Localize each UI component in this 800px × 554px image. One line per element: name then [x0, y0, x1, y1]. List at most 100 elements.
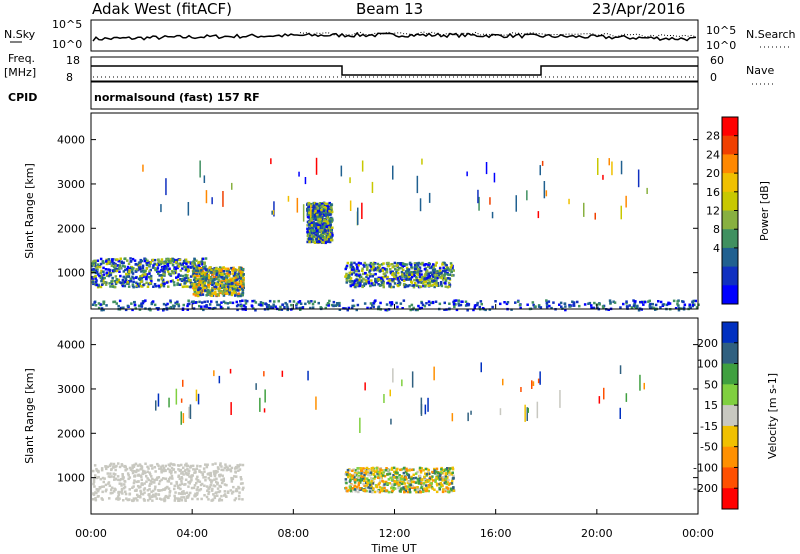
- scatter-cell: [392, 368, 394, 383]
- scatter-cell: [372, 305, 375, 309]
- scatter-cell: [393, 261, 397, 265]
- scatter-cell: [101, 274, 104, 277]
- scatter-cell: [169, 299, 172, 302]
- scatter-cell: [196, 475, 199, 479]
- scatter-cell: [429, 271, 433, 274]
- scatter-cell: [242, 277, 245, 280]
- scatter-cell: [193, 494, 196, 497]
- scatter-cell: [355, 472, 359, 475]
- scatter-cell: [94, 498, 98, 502]
- scatter-cell: [524, 404, 526, 422]
- scatter-cell: [420, 484, 424, 488]
- scatter-cell: [308, 234, 311, 237]
- scatter-cell: [94, 269, 97, 272]
- scatter-cell: [428, 281, 431, 285]
- scatter-cell: [95, 476, 99, 479]
- scatter-cell: [306, 220, 310, 224]
- scatter-cell: [376, 470, 380, 474]
- scatter-cell: [424, 404, 427, 415]
- scatter-cell: [180, 398, 183, 403]
- scatter-cell: [124, 490, 127, 493]
- scatter-cell: [189, 465, 192, 469]
- scatter-cell: [201, 277, 204, 281]
- scatter-cell: [423, 304, 427, 308]
- scatter-cell: [391, 265, 394, 269]
- scatter-cell: [307, 203, 310, 206]
- scatter-cell: [225, 269, 228, 272]
- scatter-cell: [295, 302, 299, 306]
- scatter-cell: [230, 466, 234, 470]
- scatter-cell: [117, 462, 120, 465]
- scatter-cell: [238, 276, 241, 280]
- scatter-cell: [390, 418, 392, 425]
- scatter-cell: [221, 266, 225, 270]
- colorbar-swatch: [722, 210, 738, 230]
- scatter-cell: [311, 210, 314, 214]
- scatter-cell: [558, 303, 561, 306]
- scatter-cell: [216, 494, 219, 497]
- scatter-cell: [210, 278, 214, 281]
- scatter-cell: [316, 206, 320, 210]
- scatter-cell: [545, 299, 548, 302]
- scatter-cell: [103, 281, 106, 284]
- scatter-cell: [207, 283, 210, 287]
- scatter-cell: [654, 308, 657, 311]
- scatter-cell: [338, 304, 341, 307]
- scatter-cell: [197, 393, 200, 405]
- scatter-cell: [418, 285, 422, 288]
- scatter-cell: [211, 287, 214, 290]
- scatter-cell: [232, 267, 235, 271]
- scatter-cell: [438, 272, 441, 276]
- scatter-cell: [151, 300, 155, 303]
- scatter-cell: [418, 266, 422, 269]
- scatter-cell: [243, 304, 246, 307]
- scatter-cell: [131, 471, 135, 475]
- scatter-cell: [220, 465, 223, 468]
- scatter-cell: [326, 213, 329, 217]
- scatter-cell: [319, 237, 322, 240]
- scatter-cell: [310, 233, 314, 236]
- scatter-cell: [401, 379, 403, 387]
- scatter-cell: [364, 271, 367, 275]
- scatter-cell: [180, 463, 183, 467]
- scatter-cell: [142, 283, 145, 287]
- scatter-cell: [353, 261, 356, 265]
- scatter-cell: [186, 473, 190, 477]
- scatter-cell: [313, 300, 316, 303]
- scatter-cell: [175, 302, 179, 306]
- scatter-cell: [166, 496, 170, 500]
- scatter-cell: [393, 275, 396, 279]
- scatter-cell: [382, 474, 385, 477]
- scatter-cell: [423, 278, 426, 281]
- scatter-cell: [168, 491, 171, 494]
- scatter-cell: [491, 305, 494, 309]
- scatter-cell: [373, 262, 376, 266]
- scatter-cell: [136, 493, 139, 497]
- scatter-cell: [191, 497, 194, 501]
- scatter-cell: [183, 492, 186, 495]
- scatter-cell: [431, 301, 435, 305]
- scatter-cell: [150, 279, 153, 283]
- scatter-cell: [317, 301, 320, 305]
- scatter-cell: [493, 172, 496, 183]
- colorbar-swatch: [722, 173, 738, 193]
- scatter-cell: [310, 229, 313, 232]
- scatter-cell: [369, 477, 373, 480]
- scatter-cell: [452, 474, 455, 478]
- scatter-cell: [345, 272, 348, 276]
- date-title: 23/Apr/2016: [592, 0, 685, 18]
- scatter-cell: [360, 472, 363, 475]
- scatter-cell: [175, 480, 178, 484]
- scatter-cell: [251, 299, 254, 303]
- scatter-cell: [323, 222, 326, 225]
- scatter-cell: [466, 309, 469, 312]
- scatter-cell: [211, 463, 214, 466]
- scatter-cell: [92, 480, 96, 483]
- scatter-cell: [318, 221, 321, 224]
- colorbar-tick-label: -100: [693, 461, 718, 474]
- scatter-cell: [210, 294, 213, 297]
- scatter-cell: [97, 475, 100, 479]
- scatter-cell: [351, 469, 354, 472]
- scatter-cell: [157, 464, 160, 467]
